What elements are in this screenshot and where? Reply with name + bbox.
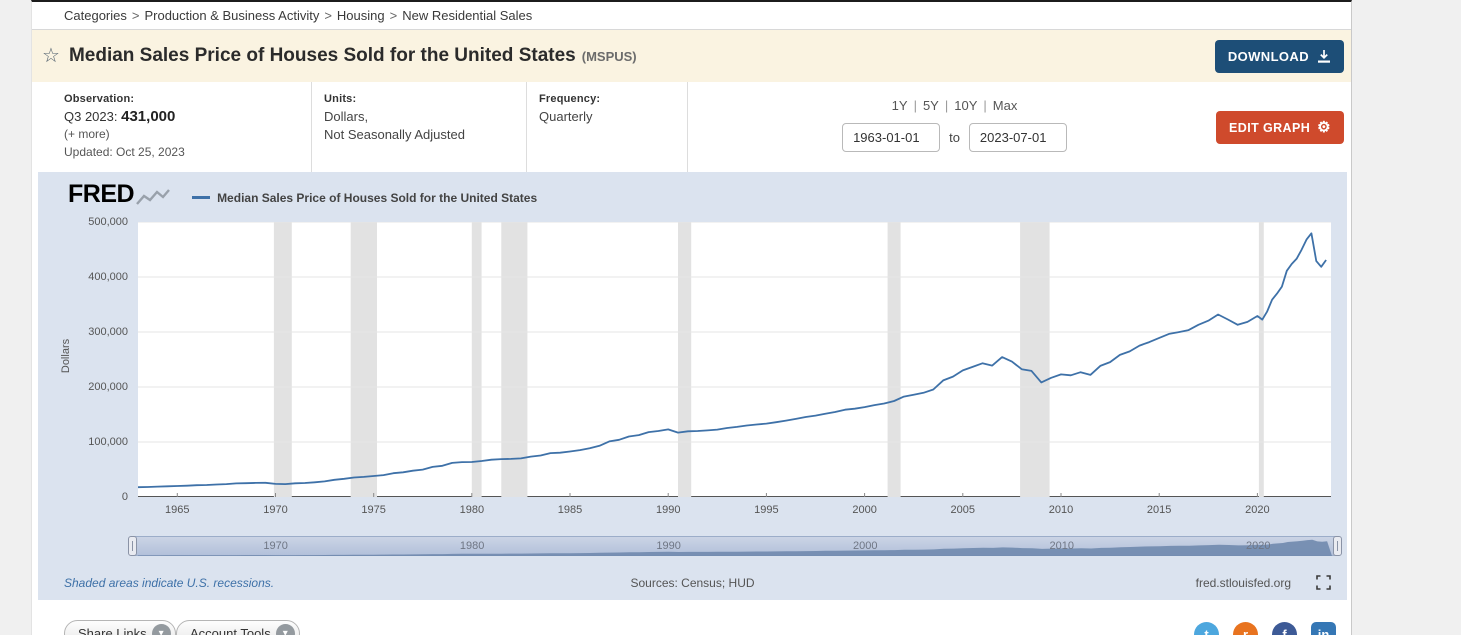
- observation-label: Observation:: [64, 93, 135, 105]
- account-tools-label: Account Tools: [190, 626, 271, 635]
- x-axis-tick-label: 1985: [557, 504, 583, 516]
- download-icon: [1318, 50, 1330, 63]
- chart-legend: Median Sales Price of Houses Sold for th…: [192, 191, 537, 205]
- preset-divider: |: [944, 98, 949, 113]
- x-axis-tick-label: 2020: [1245, 504, 1270, 516]
- date-range-row: to: [688, 123, 1221, 152]
- meta-row: Observation: Q3 2023: 431,000 (+ more) U…: [32, 82, 1351, 172]
- series-id: (MSPUS): [581, 48, 637, 64]
- fred-logo[interactable]: FRED: [68, 180, 135, 208]
- plot-region[interactable]: [138, 222, 1331, 497]
- share-links-button[interactable]: Share Links ▾: [64, 620, 176, 635]
- share-links-label: Share Links: [78, 626, 147, 635]
- recession-note-link[interactable]: Shaded areas indicate U.S. recessions.: [64, 576, 275, 590]
- edit-graph-button[interactable]: EDIT GRAPH ⚙: [1216, 111, 1344, 144]
- units-line2: Not Seasonally Adjusted: [324, 127, 465, 142]
- page-footer: Share Links ▾ Account Tools ▾ t r f in: [32, 600, 1351, 635]
- observation-updated: Updated: Oct 25, 2023: [64, 145, 185, 159]
- units-value: Dollars, Not Seasonally Adjusted: [324, 108, 526, 144]
- page-title: Median Sales Price of Houses Sold for th…: [68, 45, 576, 66]
- x-axis-tick-label: 1965: [165, 504, 190, 516]
- range-preset-10y[interactable]: 10Y: [954, 98, 978, 113]
- chart-area: FRED Median Sales Price of Houses Sold f…: [38, 172, 1347, 600]
- twitter-icon[interactable]: t: [1194, 622, 1219, 635]
- x-axis-tick-label: 1995: [754, 504, 779, 516]
- y-axis-tick-label: 100,000: [88, 436, 128, 448]
- x-axis-tick-label: 1975: [361, 504, 386, 516]
- favorite-star-icon[interactable]: ☆: [42, 45, 60, 67]
- account-tools-button[interactable]: Account Tools ▾: [176, 620, 300, 635]
- preset-divider: |: [983, 98, 987, 113]
- breadcrumb-new-residential-sales[interactable]: New Residential Sales: [402, 8, 533, 23]
- breadcrumb-separator: >: [131, 8, 140, 23]
- chart-header: FRED Median Sales Price of Houses Sold f…: [68, 180, 537, 209]
- date-range-slider[interactable]: 1970 1980 1990 2000 2010 2020: [128, 536, 1342, 556]
- x-axis-labels: 1965 1970 1975 1980 1985 1990 1995 2000 2005 2010…: [138, 504, 1331, 520]
- legend-line-swatch: [192, 196, 211, 199]
- to-label: to: [949, 130, 960, 145]
- fullscreen-button[interactable]: [1316, 575, 1331, 593]
- slider-right-handle[interactable]: [1333, 536, 1342, 556]
- facebook-icon[interactable]: f: [1272, 622, 1297, 635]
- observation-value-line: Q3 2023: 431,000: [64, 108, 311, 125]
- breadcrumb-separator: >: [324, 8, 332, 23]
- x-axis-tick-label: 2010: [1048, 504, 1074, 516]
- frequency-value: Quarterly: [539, 109, 593, 124]
- reddit-icon[interactable]: r: [1233, 622, 1258, 635]
- breadcrumb-housing[interactable]: Housing: [336, 8, 385, 23]
- gear-icon: ⚙: [1317, 119, 1331, 136]
- x-axis-tick-label: 2005: [950, 504, 976, 516]
- y-axis-tick-label: 500,000: [88, 216, 128, 228]
- download-button-label: DOWNLOAD: [1227, 48, 1309, 64]
- breadcrumb-separator: >: [389, 8, 398, 23]
- breadcrumb-categories[interactable]: Categories: [64, 8, 127, 23]
- observation-period: Q3 2023:: [64, 109, 118, 124]
- title-bar: ☆ Median Sales Price of Houses Sold for …: [32, 30, 1351, 82]
- preset-divider: |: [913, 98, 917, 113]
- range-controls: 1Y | 5Y | 10Y | Max to EDIT GRAPH ⚙: [688, 82, 1351, 172]
- fred-page: Categories > Production & Business Activit…: [31, 0, 1352, 635]
- slider-left-handle[interactable]: [128, 536, 137, 556]
- breadcrumb: Categories > Production & Business Activit…: [32, 2, 1351, 30]
- observation-more-link[interactable]: (+ more): [64, 127, 110, 141]
- units-line1: Dollars,: [324, 109, 369, 124]
- download-button[interactable]: DOWNLOAD: [1214, 39, 1344, 73]
- units-panel: Units: Dollars, Not Seasonally Adjusted: [312, 82, 527, 172]
- frequency-panel: Frequency: Quarterly: [527, 82, 688, 172]
- x-axis-tick-label: 1990: [655, 504, 681, 516]
- sources-text: Sources: Census; HUD: [630, 576, 755, 590]
- edit-graph-label: EDIT GRAPH: [1229, 120, 1311, 135]
- range-preset-5y[interactable]: 5Y: [922, 98, 939, 113]
- fullscreen-icon: [1316, 575, 1331, 590]
- fred-logo-squiggle-icon: [136, 188, 170, 205]
- units-label: Units:: [324, 93, 357, 105]
- linkedin-icon[interactable]: in: [1311, 622, 1336, 635]
- range-preset-max[interactable]: Max: [992, 98, 1018, 113]
- site-link[interactable]: fred.stlouisfed.org: [1195, 576, 1291, 590]
- chevron-down-icon: ▾: [275, 624, 295, 635]
- observation-panel: Observation: Q3 2023: 431,000 (+ more) U…: [32, 82, 312, 172]
- line-chart: [138, 222, 1331, 497]
- chart-footer: Shaded areas indicate U.S. recessions. S…: [38, 574, 1347, 594]
- y-axis-labels: 0 100,000 200,000 300,000 400,000 500,000: [63, 216, 133, 503]
- x-axis-tick-label: 1980: [459, 504, 485, 516]
- frequency-label: Frequency:: [539, 93, 601, 105]
- chevron-down-icon: ▾: [151, 624, 171, 635]
- x-axis-tick-label: 2000: [852, 504, 877, 516]
- y-axis-tick-label: 200,000: [88, 381, 128, 393]
- x-axis-tick-label: 1970: [263, 504, 288, 516]
- range-presets: 1Y | 5Y | 10Y | Max: [688, 98, 1221, 113]
- start-date-input[interactable]: [842, 123, 941, 152]
- breadcrumb-production[interactable]: Production & Business Activity: [144, 8, 320, 23]
- end-date-input[interactable]: [968, 123, 1067, 152]
- y-axis-tick-label: 400,000: [88, 271, 128, 283]
- slider-mini-chart: [138, 539, 1332, 556]
- observation-value: 431,000: [121, 108, 176, 125]
- x-axis-tick-label: 2015: [1146, 504, 1172, 516]
- y-axis-tick-label: 0: [121, 491, 128, 503]
- y-axis-tick-label: 300,000: [88, 326, 128, 338]
- legend-label: Median Sales Price of Houses Sold for th…: [217, 190, 538, 205]
- range-preset-1y[interactable]: 1Y: [891, 98, 908, 113]
